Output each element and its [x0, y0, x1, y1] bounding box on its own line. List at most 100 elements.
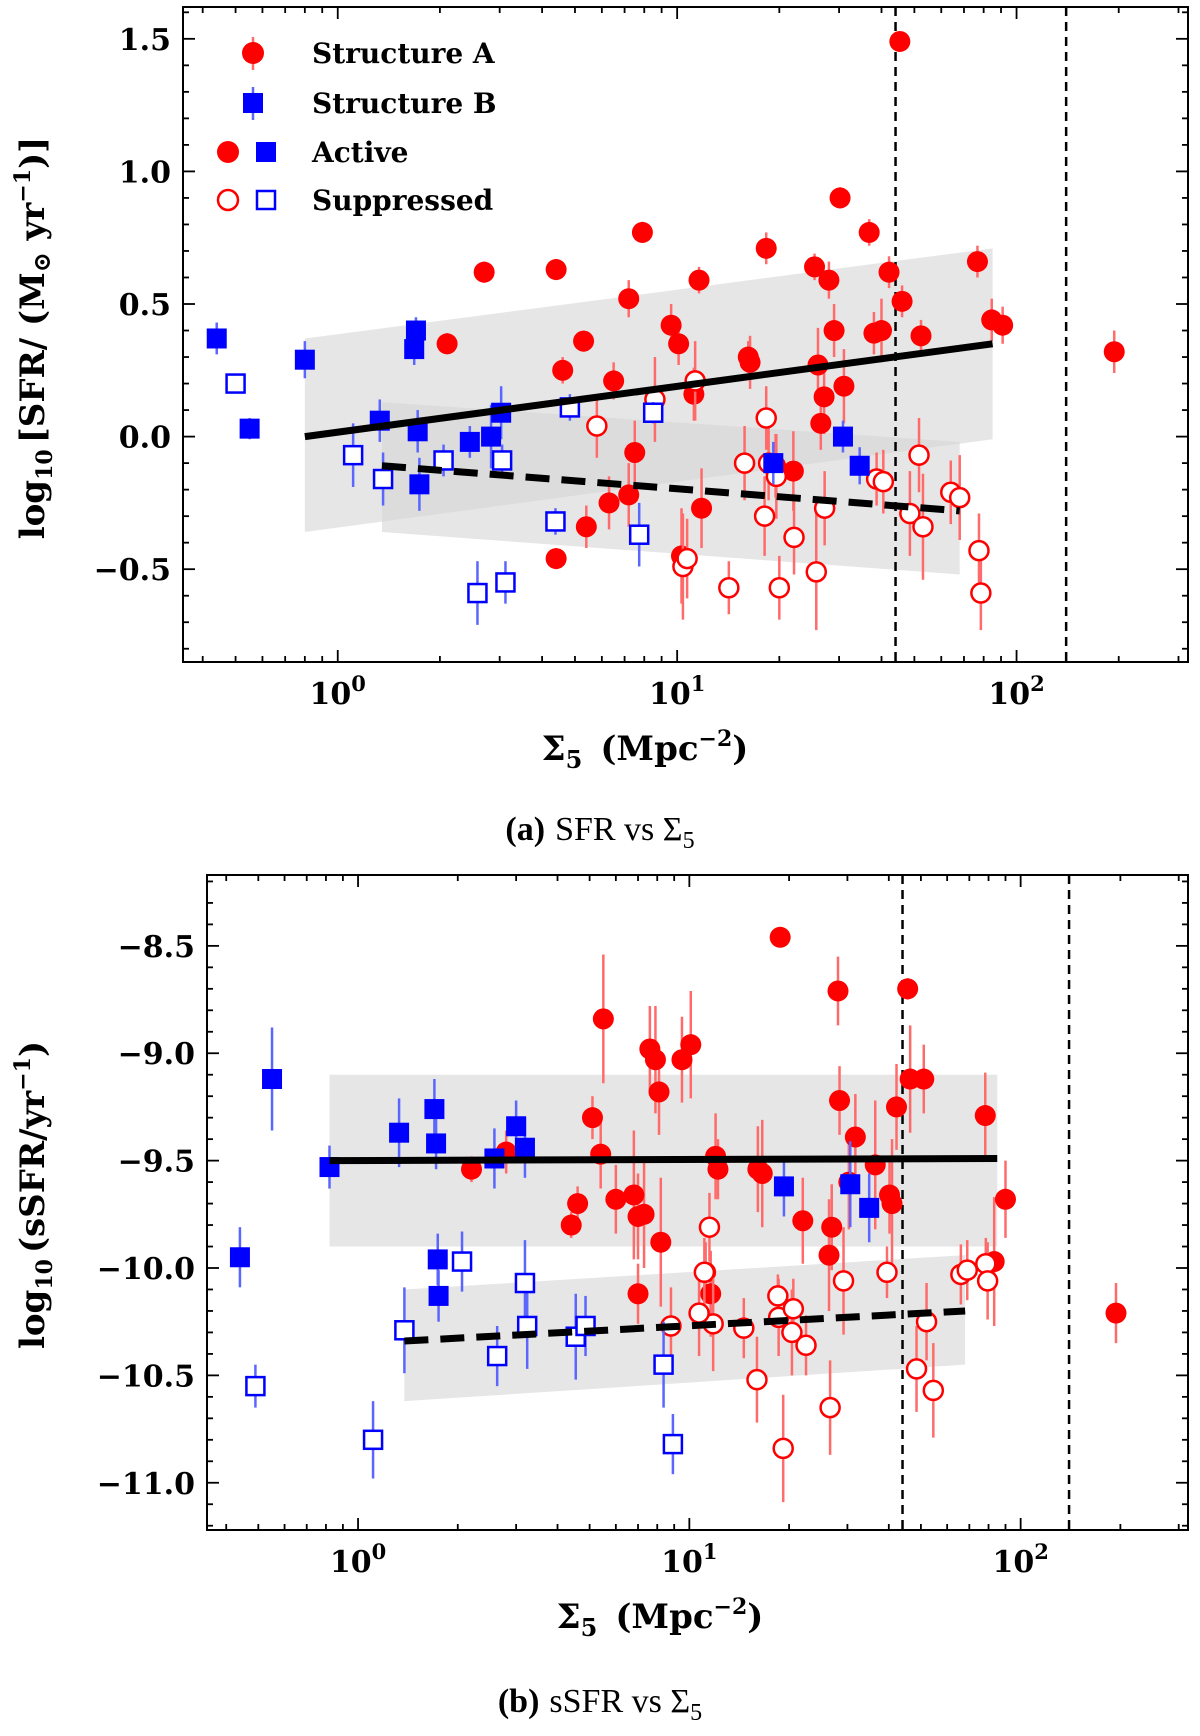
panel-a-structure-a-active-point [473, 261, 495, 283]
panel-a-structure-a-active-point [992, 314, 1014, 336]
panel-b-structure-b-suppressed-point [662, 1433, 684, 1455]
panel-b-ytick-label: −9.0 [118, 1037, 195, 1072]
legend-suppressed-square [255, 189, 277, 211]
panel-b-xtick-label: 100 [330, 1539, 386, 1580]
panel-b-structure-a-active-point [560, 1214, 582, 1236]
panel-a-structure-a-suppressed-point [586, 415, 608, 437]
panel-a-structure-a-suppressed-point [718, 576, 740, 599]
panel-b-structure-a-suppressed-point [819, 1396, 841, 1419]
panel-a-structure-a-suppressed-point [783, 526, 805, 549]
panel-a-structure-b-active-point [763, 453, 784, 474]
panel-a-structure-b-suppressed-point [467, 582, 488, 604]
panel-b-structure-a-suppressed-point [772, 1437, 794, 1460]
panel-a-xtick-label: 100 [310, 671, 366, 712]
panel-a-structure-b-active-point [832, 426, 853, 447]
panel-a-structure-a-active-point [829, 187, 851, 209]
legend-suppressed-circle [216, 188, 240, 212]
panel-a-structure-b-active-point [481, 426, 502, 447]
panel-a-structure-a-active-point [631, 221, 653, 243]
panel-b-structure-b-suppressed-point [451, 1251, 473, 1272]
panel-b-structure-a-suppressed-point [746, 1368, 768, 1391]
panel-a-xtick-label: 101 [649, 671, 705, 712]
panel-b-structure-a-active-point [650, 1231, 672, 1253]
panel-b-structure-a-active-point [460, 1158, 482, 1180]
panel-a-structure-a-active-point [603, 370, 625, 392]
panel-a-frame [182, 6, 1189, 663]
panel-a-structure-a-suppressed-point [768, 576, 791, 599]
panel-b-structure-a-active-point [829, 1089, 851, 1111]
panel-a-structure-a-active-point [618, 288, 640, 310]
panel-b-ylabel: log10(sSFR/yr−1) [10, 1041, 58, 1349]
panel-b-caption: (b) sSFR vs Σ5 [498, 1683, 702, 1726]
panel-b-ytick-label: −11.0 [97, 1467, 195, 1502]
panel-b-structure-a-active-point [886, 1096, 908, 1118]
panel-b-structure-a-suppressed-point [693, 1261, 716, 1284]
panel-a-structure-a-active-point [889, 30, 911, 52]
panel-a-xlabel: Σ5 (Mpc−2) [542, 726, 749, 774]
legend-active-circle [217, 141, 239, 163]
panel-a-structure-a-active-point [668, 333, 690, 355]
panel-a-structure-a-suppressed-point [912, 516, 934, 538]
panel-a-structure-a-active-point [575, 516, 597, 538]
panel-b-structure-a-suppressed-point [688, 1302, 710, 1324]
panel-b-xlabel: Σ5 (Mpc−2) [557, 1594, 764, 1642]
legend-active-label: Active [311, 136, 408, 169]
panel-b-structure-b-active-point [514, 1137, 535, 1158]
panel-b-structure-b-suppressed-point [362, 1429, 384, 1451]
legend: Structure A Structure B Active Suppresse… [216, 37, 497, 217]
panel-a-structure-b-suppressed-point [342, 444, 364, 466]
panel-a-structure-a-active-point [545, 548, 567, 570]
panel-b-structure-b-active-point [773, 1176, 794, 1197]
panel-b-structure-b-suppressed-point [394, 1320, 415, 1341]
panel-a-structure-a-active-point [804, 256, 826, 278]
panel-a-structure-b-active-point [206, 328, 227, 349]
panel-b-structure-b-active-point [859, 1197, 880, 1218]
panel-b-structure-a-suppressed-point [976, 1270, 999, 1292]
panel-b-structure-a-active-point [1105, 1302, 1127, 1324]
panel-a-plot-area [206, 7, 1125, 662]
legend-structure-a-label: Structure A [312, 37, 496, 70]
panel-b-structure-b-active-point [262, 1069, 283, 1090]
panel-a-structure-a-suppressed-point [970, 582, 992, 604]
panel-a-structure-a-active-point [870, 320, 892, 342]
panel-a-structure-a-active-point [813, 386, 835, 408]
panel-b-structure-b-active-point [506, 1116, 527, 1137]
panel-a-structure-a-active-point [1103, 341, 1125, 363]
panel-a-structure-b-active-point [849, 455, 870, 476]
panel-a-structure-b-suppressed-point [433, 450, 454, 471]
panel-b-structure-a-suppressed-point [782, 1298, 805, 1320]
panel-b-structure-a-active-point [627, 1205, 649, 1227]
panel-a-structure-a-suppressed-point [733, 452, 756, 474]
panel-a-structure-a-active-point [782, 460, 804, 482]
panel-b-ytick-label: −9.5 [118, 1145, 195, 1180]
panel-b-structure-a-active-point [769, 926, 791, 948]
panel-b-structure-a-active-point [827, 980, 849, 1002]
legend-structure-a-marker [242, 42, 264, 64]
panel-a-structure-a-active-point [573, 330, 595, 352]
panel-b-structure-a-active-point [627, 1283, 649, 1305]
panel-b-structure-a-active-point [623, 1184, 645, 1206]
panel-a-structure-b-active-point [459, 431, 480, 452]
panel-b-structure-a-suppressed-point [876, 1261, 898, 1284]
panel-b-ytick-label: −10.5 [97, 1359, 195, 1394]
legend-structure-b-marker [243, 93, 263, 113]
panel-a-structure-a-active-point [688, 269, 710, 291]
panel-b-structure-b-active-point [840, 1174, 861, 1195]
panel-a-structure-b-suppressed-point [491, 450, 513, 471]
legend-structure-b-label: Structure B [312, 87, 497, 120]
panel-a-structure-a-suppressed-point [753, 505, 776, 527]
panel-b-ytick-label: −8.5 [118, 930, 195, 965]
panel-a-structure-a-suppressed-point [755, 407, 777, 429]
panel-b-structure-b-active-point [426, 1133, 447, 1154]
panel-b-xtick-label: 101 [661, 1539, 717, 1580]
panel-a-caption: (a) SFR vs Σ5 [505, 811, 694, 854]
panel-b-ytick-label: −10.0 [97, 1252, 195, 1287]
legend-active-square [256, 142, 276, 162]
panel-a-structure-a-active-point [858, 221, 880, 243]
panel-a-structure-a-active-point [823, 320, 845, 342]
panel-a-structure-a-suppressed-point [805, 561, 828, 583]
panel-b-structure-b-suppressed-point [245, 1375, 266, 1397]
panel-a-ytick-label: −0.5 [94, 553, 171, 588]
panel-b-structure-a-active-point [792, 1210, 814, 1232]
